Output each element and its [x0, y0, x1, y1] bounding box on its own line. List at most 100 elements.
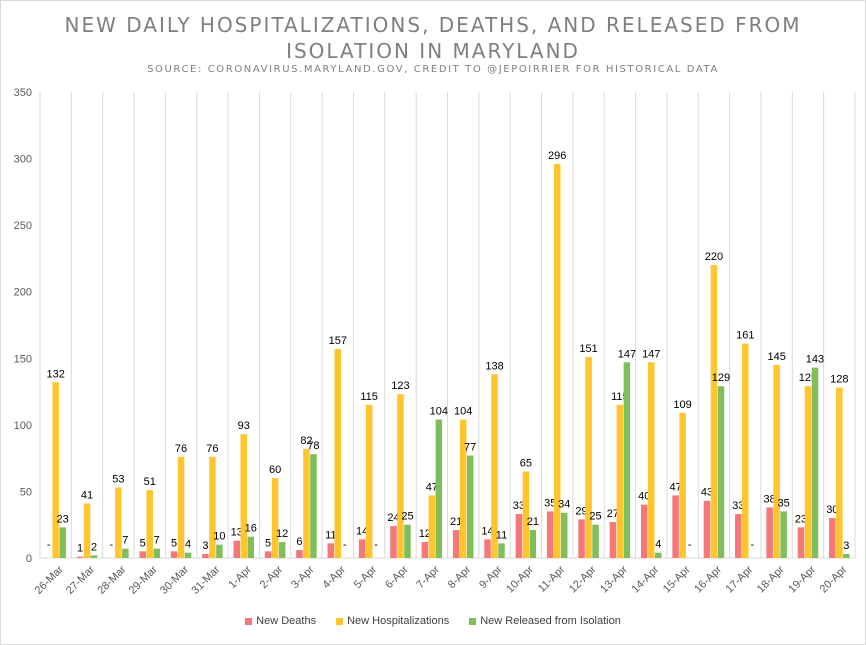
bar-new-hospitalizations	[804, 386, 812, 558]
data-label: 23	[57, 513, 69, 525]
data-label: 33	[513, 500, 525, 512]
data-label: 5	[265, 537, 271, 549]
bar-new-deaths	[578, 519, 585, 558]
data-label: -	[343, 539, 347, 551]
data-label: 25	[589, 511, 601, 523]
bar-new-hospitalizations	[397, 394, 404, 558]
bar-new-released-from-isolation	[404, 524, 411, 558]
data-label: -	[110, 539, 114, 551]
bar-new-released-from-isolation	[529, 530, 537, 558]
bar-new-hospitalizations	[177, 456, 185, 558]
data-label: 5	[140, 537, 146, 549]
data-label: 25	[401, 511, 413, 523]
bar-new-hospitalizations	[648, 362, 655, 558]
legend-item: New Deaths	[245, 615, 316, 627]
data-label: 47	[669, 481, 681, 493]
y-tick-label: 0	[26, 553, 32, 565]
x-tick-label: 10-Apr	[504, 563, 536, 595]
bar-new-deaths	[233, 540, 240, 558]
bar-new-hospitalizations	[616, 404, 624, 558]
data-label: 16	[245, 523, 257, 535]
bar-new-hospitalizations	[240, 434, 247, 558]
y-tick-label: 300	[14, 154, 32, 166]
data-label: 76	[206, 443, 218, 455]
data-label: 34	[558, 499, 570, 511]
bar-new-hospitalizations	[679, 412, 686, 558]
data-label: 14	[481, 525, 493, 537]
data-label: 138	[485, 360, 503, 372]
data-label: -	[688, 539, 692, 551]
bar-new-deaths	[421, 542, 429, 558]
bar-new-deaths	[703, 500, 711, 558]
chart-title: NEW DAILY HOSPITALIZATIONS, DEATHS, AND …	[64, 13, 802, 63]
data-label: 29	[575, 505, 587, 517]
bar-new-deaths	[139, 551, 146, 558]
x-tick-label: 30-Mar	[158, 563, 191, 596]
y-tick-label: 250	[14, 220, 32, 232]
x-tick-label: 19-Apr	[786, 563, 818, 595]
data-label: 43	[701, 487, 713, 499]
data-label: 14	[356, 525, 368, 537]
data-label: 115	[360, 391, 378, 403]
bar-new-released-from-isolation	[780, 511, 787, 558]
data-label: 78	[307, 440, 319, 452]
y-tick-label: 50	[20, 486, 32, 498]
data-label: 11	[325, 529, 336, 541]
data-label: 6	[296, 536, 302, 548]
bar-new-hospitalizations	[83, 503, 91, 558]
data-label: 4	[655, 539, 661, 551]
data-label: 296	[548, 150, 566, 162]
bar-new-hospitalizations	[459, 419, 467, 558]
data-label: 93	[238, 420, 250, 432]
x-tick-label: 2-Apr	[258, 563, 286, 591]
data-label: 129	[712, 372, 730, 384]
data-label: 132	[46, 368, 64, 380]
x-tick-label: 16-Apr	[692, 563, 724, 595]
data-label: 2	[91, 541, 97, 553]
bar-new-released-from-isolation	[122, 548, 129, 558]
legend-item: New Hospitalizations	[336, 615, 449, 627]
x-tick-label: 17-Apr	[724, 563, 756, 595]
data-label: 10	[213, 531, 225, 543]
bar-new-hospitalizations	[553, 163, 561, 558]
x-tick-label: 1-Apr	[226, 563, 254, 591]
data-label: 38	[764, 493, 776, 505]
bar-new-hospitalizations	[303, 448, 310, 558]
legend-swatch	[336, 617, 344, 625]
x-tick-label: 4-Apr	[320, 563, 348, 591]
bar-new-hospitalizations	[742, 343, 749, 558]
data-label: 147	[642, 348, 660, 360]
bar-new-deaths	[264, 551, 272, 558]
data-label: 157	[329, 335, 347, 347]
bar-new-deaths	[641, 504, 648, 558]
y-tick-label: 150	[14, 353, 32, 365]
x-tick-label: 28-Mar	[95, 563, 128, 596]
bar-new-hospitalizations	[52, 382, 59, 558]
data-label: -	[750, 539, 754, 551]
data-label: -	[374, 539, 378, 551]
bar-new-deaths	[546, 511, 554, 558]
bar-new-released-from-isolation	[623, 362, 631, 558]
x-tick-label: 15-Apr	[661, 563, 693, 595]
bar-new-deaths	[829, 518, 836, 558]
bar-new-hospitalizations	[773, 364, 780, 558]
bar-new-hospitalizations	[836, 387, 843, 558]
data-label: 35	[544, 497, 556, 509]
bar-new-hospitalizations	[271, 478, 279, 558]
legend-item: New Released from Isolation	[469, 615, 621, 627]
bar-new-released-from-isolation	[560, 512, 568, 558]
bar-new-released-from-isolation	[592, 524, 599, 558]
bar-new-deaths	[452, 530, 460, 558]
y-tick-label: 350	[14, 87, 32, 99]
data-label: 35	[778, 497, 790, 509]
bar-new-released-from-isolation	[90, 555, 98, 558]
data-label: 76	[175, 443, 187, 455]
bar-new-released-from-isolation	[216, 544, 223, 558]
data-label: 3	[202, 540, 208, 552]
data-label: -	[47, 539, 51, 551]
data-label: 220	[705, 251, 723, 263]
bar-new-released-from-isolation	[184, 552, 192, 558]
x-tick-label: 27-Mar	[64, 563, 97, 596]
bar-new-deaths	[797, 527, 805, 558]
